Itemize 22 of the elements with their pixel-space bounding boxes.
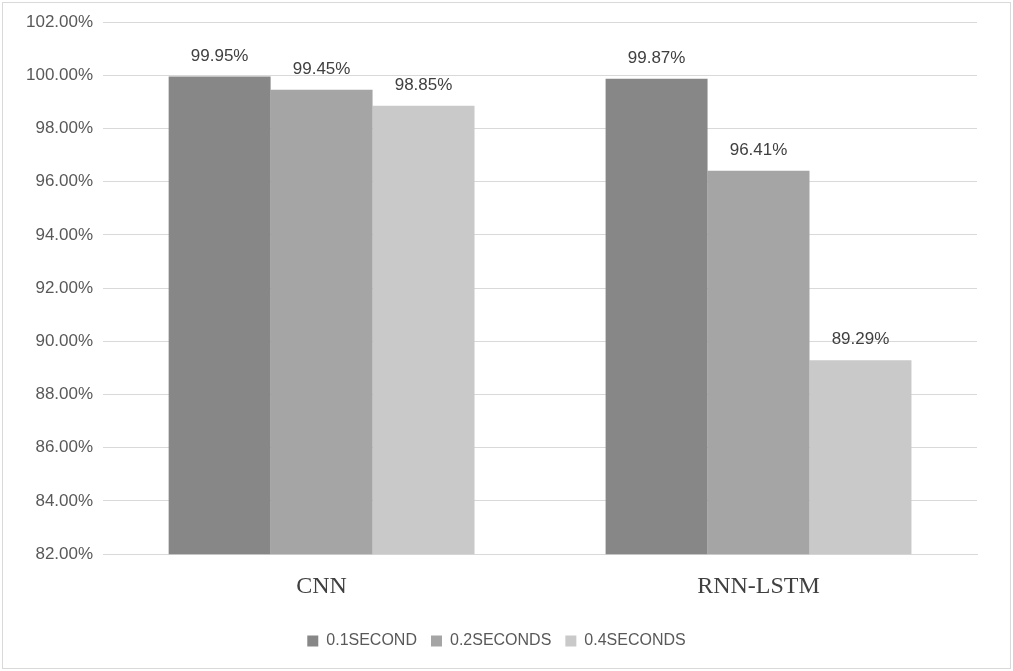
y-tick-label: 90.00%	[35, 331, 94, 351]
y-tick-label: 82.00%	[35, 543, 94, 563]
y-tick-label: 88.00%	[35, 384, 94, 404]
y-tick-label: 102.00%	[25, 11, 94, 31]
data-label: 98.85%	[394, 75, 453, 95]
y-tick-label: 100.00%	[25, 64, 94, 84]
data-label: 89.29%	[831, 329, 890, 349]
data-label: 99.95%	[190, 45, 249, 65]
y-tick-label: 84.00%	[35, 490, 94, 510]
x-tick-label: RNN-LSTM	[697, 571, 820, 598]
y-tick-label: 98.00%	[35, 118, 94, 138]
data-label: 99.45%	[292, 59, 351, 79]
legend-label: 0.1SECOND	[326, 631, 417, 649]
x-tick-label: CNN	[296, 571, 347, 598]
data-label: 96.41%	[729, 139, 788, 159]
y-tick-label: 86.00%	[35, 437, 94, 457]
legend-label: 0.4SECONDS	[584, 631, 686, 649]
legend-label: 0.2SECONDS	[449, 631, 552, 649]
y-tick-label: 92.00%	[35, 277, 94, 297]
y-tick-label: 96.00%	[35, 171, 94, 191]
data-label: 99.87%	[627, 47, 686, 67]
y-tick-label: 94.00%	[35, 224, 94, 244]
